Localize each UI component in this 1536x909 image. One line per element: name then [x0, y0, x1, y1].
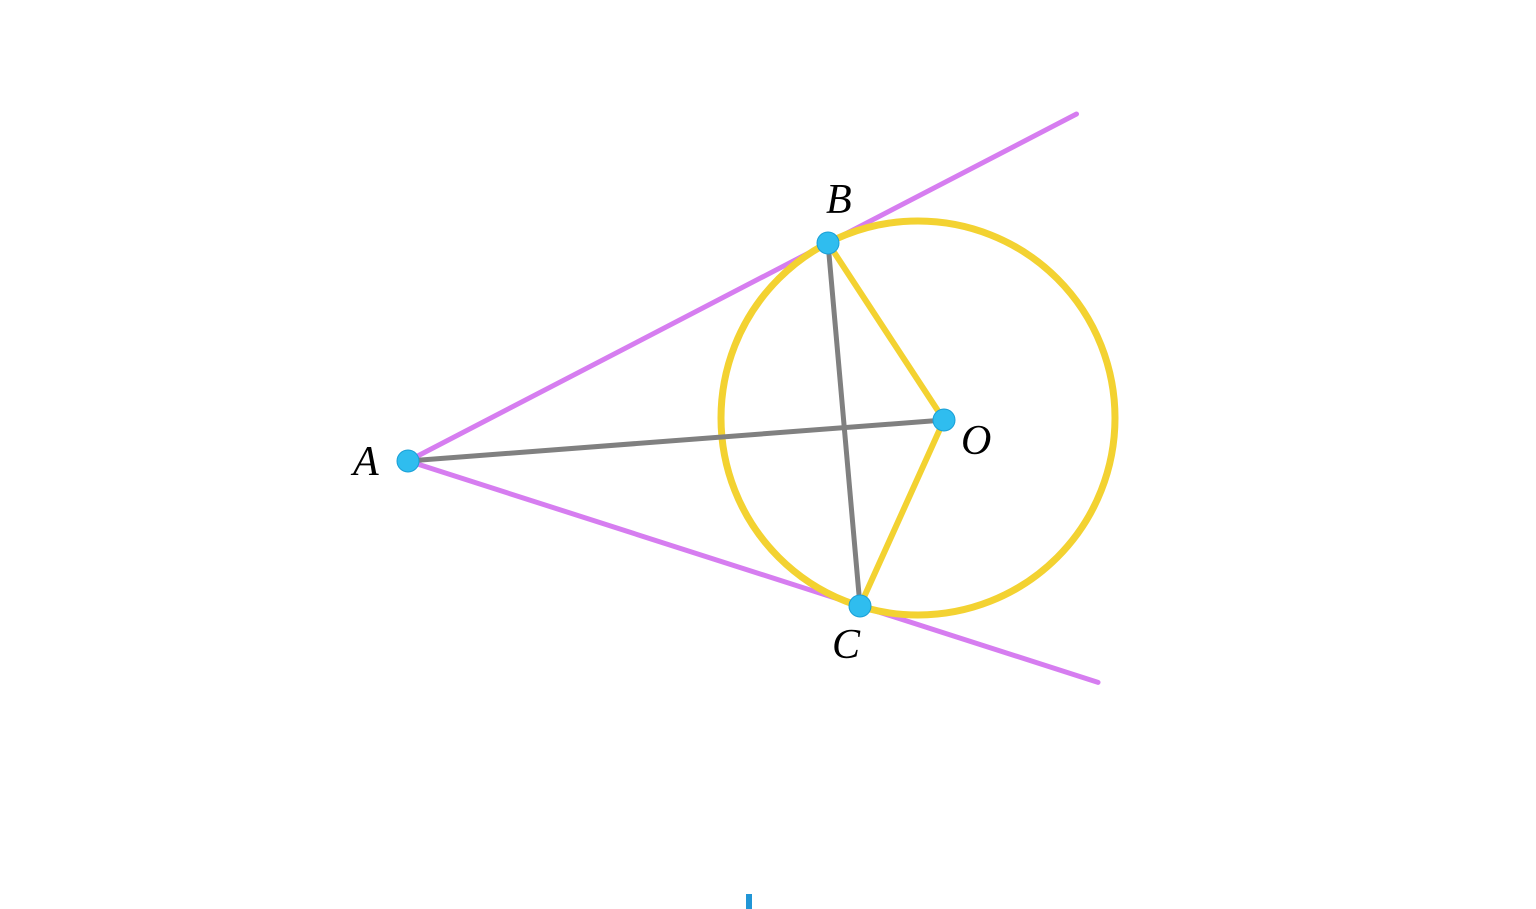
label-B: B: [826, 177, 852, 223]
point-B: [817, 232, 839, 254]
label-C: C: [832, 622, 861, 668]
cursor-caret: [746, 894, 752, 909]
label-A: A: [350, 439, 379, 485]
point-O: [933, 409, 955, 431]
geometry-diagram: A B C O: [0, 0, 1536, 909]
canvas-bg: [0, 0, 1536, 909]
label-O: O: [961, 418, 991, 464]
point-A: [397, 450, 419, 472]
point-C: [849, 595, 871, 617]
